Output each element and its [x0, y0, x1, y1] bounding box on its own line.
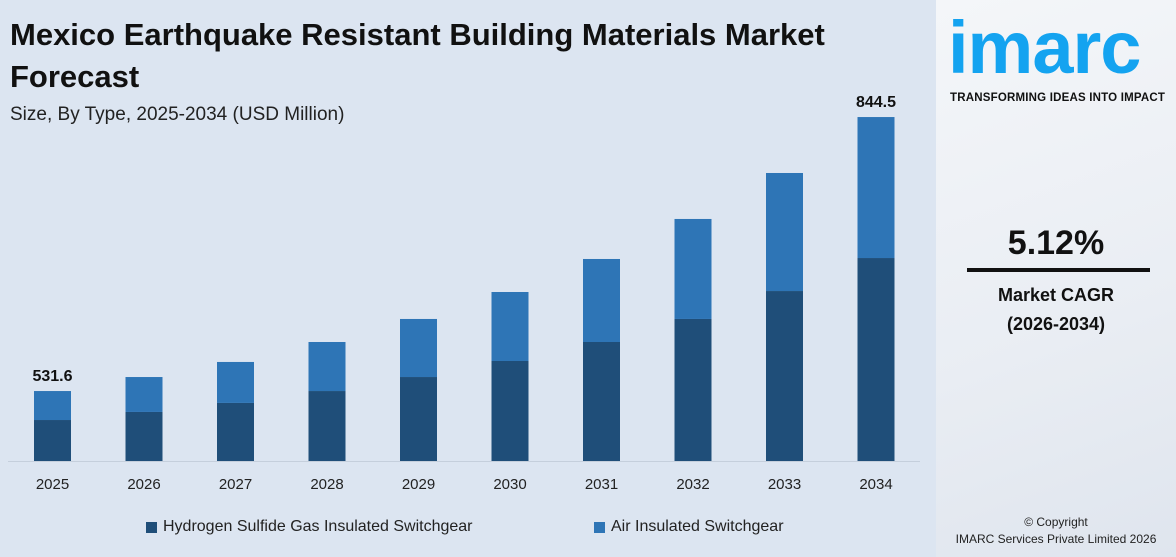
chart-panel: Mexico Earthquake Resistant Building Mat… — [8, 17, 920, 536]
x-tick-label: 2032 — [676, 476, 709, 493]
bar-segment-hydrogen-2025 — [34, 420, 71, 461]
legend-swatch-air — [594, 521, 605, 533]
chart-subtitle: Size, By Type, 2025-2034 (USD Million) — [10, 104, 345, 125]
bar-segment-hydrogen-2033 — [766, 291, 803, 461]
x-tick-label: 2034 — [859, 476, 892, 493]
sidebar: imarc TRANSFORMING IDEAS INTO IMPACT 5.1… — [936, 0, 1176, 557]
cagr-period: (2026-2034) — [1006, 314, 1106, 334]
bar-segment-hydrogen-2029 — [400, 377, 437, 461]
x-tick-label: 2025 — [36, 476, 69, 493]
company-name: IMARC Services Private Limited 2026 — [955, 532, 1157, 546]
bar-segment-hydrogen-2031 — [583, 341, 620, 461]
bar-segment-air-2032 — [674, 218, 712, 319]
bar-segment-air-2028 — [308, 341, 346, 392]
bar-segment-air-2034 — [857, 117, 895, 259]
bar-segment-hydrogen-2034 — [857, 258, 895, 461]
x-tick-label: 2027 — [219, 476, 252, 493]
bar-segment-air-2033 — [766, 172, 803, 292]
bar-segment-air-2029 — [400, 318, 437, 378]
legend-item-air: Air Insulated Switchgear — [594, 518, 784, 536]
divider — [967, 268, 1150, 272]
bar-segment-hydrogen-2027 — [217, 402, 254, 461]
data-label-2034: 844.5 — [856, 94, 896, 111]
x-tick-label: 2033 — [768, 476, 801, 493]
imarc-logo: imarc — [948, 6, 1141, 89]
bar-segment-air-2030 — [491, 291, 529, 361]
bar-segment-air-2031 — [583, 258, 620, 342]
bar-segment-hydrogen-2030 — [491, 361, 529, 461]
legend-label-air: Air Insulated Switchgear — [611, 518, 784, 535]
x-tick-label: 2029 — [402, 476, 435, 493]
bar-segment-hydrogen-2032 — [674, 318, 712, 461]
bar-segment-hydrogen-2026 — [125, 411, 163, 461]
x-tick-label: 2028 — [310, 476, 343, 493]
legend-swatch-hydrogen — [146, 521, 157, 533]
copyright: © Copyright — [1024, 515, 1088, 529]
bar-segment-air-2025 — [34, 391, 71, 421]
bar-segment-air-2026 — [125, 377, 163, 412]
legend-item-hydrogen: Hydrogen Sulfide Gas Insulated Switchgea… — [146, 518, 473, 536]
x-tick-label: 2031 — [585, 476, 618, 493]
cagr-label: Market CAGR — [997, 285, 1115, 305]
data-label-2025: 531.6 — [32, 368, 72, 385]
legend-label-hydrogen: Hydrogen Sulfide Gas Insulated Switchgea… — [163, 518, 473, 535]
x-tick-label: 2030 — [493, 476, 526, 493]
x-tick-label: 2026 — [127, 476, 160, 493]
bar-segment-air-2027 — [217, 361, 254, 403]
logo-tagline: TRANSFORMING IDEAS INTO IMPACT — [950, 92, 1166, 104]
cagr-value: 5.12% — [1007, 224, 1105, 262]
stacked-bar-chart: 2025 531.6 2026 2027 2028 2029 2030 2031 2032 203… — [8, 94, 920, 493]
chart-title: Mexico Earthquake Resistant Building Mat… — [10, 17, 825, 94]
bar-segment-hydrogen-2028 — [308, 391, 346, 461]
